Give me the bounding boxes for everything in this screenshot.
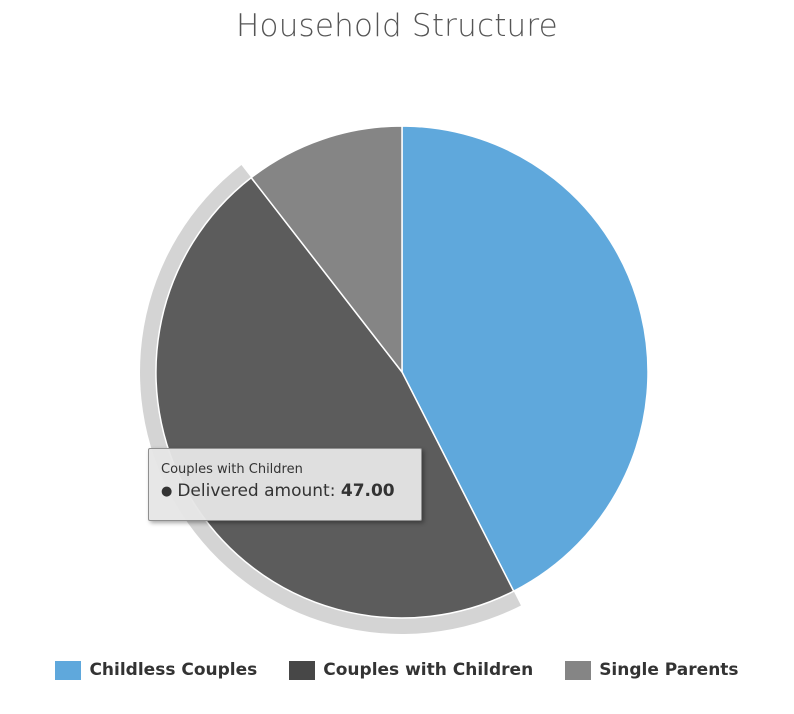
legend-swatch-childless-couples [55,660,82,680]
tooltip-label: Delivered amount: [177,481,336,501]
chart-legend: Childless Couples Couples with Children … [0,660,794,680]
tooltip-row: ● Delivered amount: 47.00 [161,479,409,504]
legend-item-couples-with-children[interactable]: Couples with Children [289,660,533,680]
legend-label-couples-with-children: Couples with Children [323,660,534,680]
pie-chart [140,125,649,634]
legend-label-single-parents: Single Parents [599,660,739,680]
legend-label-childless-couples: Childless Couples [89,660,258,680]
legend-swatch-single-parents [565,660,592,680]
pie-slices [140,125,649,634]
pie-slice-childless-couples[interactable] [401,125,649,592]
legend-item-childless-couples[interactable]: Childless Couples [55,660,257,680]
chart-title: Household Structure [236,8,558,44]
legend-item-single-parents[interactable]: Single Parents [565,660,739,680]
legend-swatch-couples-with-children [289,660,316,680]
tooltip-dot-icon: ● [161,484,173,499]
chart-tooltip: Couples with Children ● Delivered amount:… [148,448,422,521]
tooltip-value: 47.00 [340,481,395,501]
pie-slice-single-parents[interactable] [250,125,403,373]
tooltip-header: Couples with Children [161,462,303,477]
